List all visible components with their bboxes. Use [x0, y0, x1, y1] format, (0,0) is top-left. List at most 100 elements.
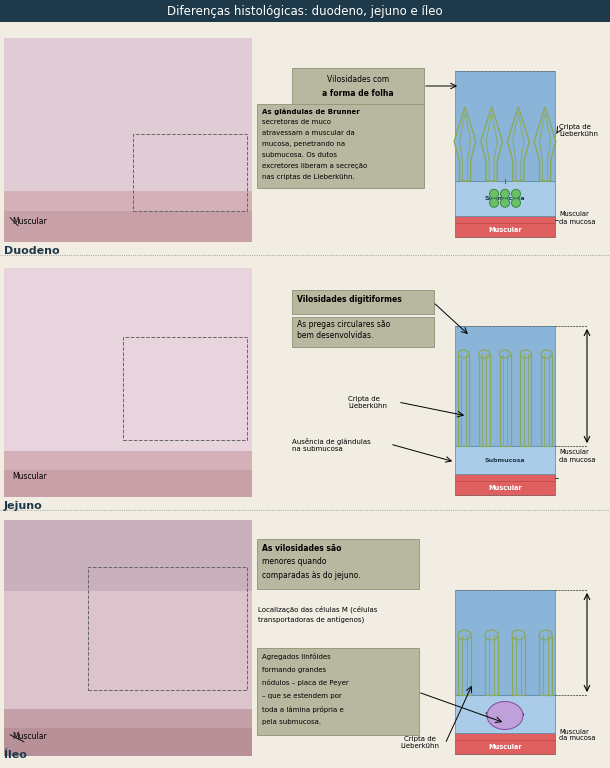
Text: atravessam a muscular da: atravessam a muscular da	[262, 131, 355, 137]
Bar	[539, 635, 552, 695]
Text: transportadoras de antígenos): transportadoras de antígenos)	[258, 617, 364, 624]
Bar	[4, 591, 252, 709]
Text: As pregas circulares são: As pregas circulares são	[297, 320, 390, 329]
Ellipse shape	[520, 350, 531, 358]
FancyBboxPatch shape	[257, 648, 419, 735]
FancyBboxPatch shape	[292, 317, 434, 347]
Text: mucosa, penetrando na: mucosa, penetrando na	[262, 141, 345, 147]
Text: Muscular: Muscular	[488, 744, 522, 750]
Bar	[4, 469, 252, 497]
Bar	[4, 211, 252, 242]
Bar	[4, 38, 252, 191]
Bar	[88, 568, 247, 690]
Text: Ausência de glândulas
na submucosa: Ausência de glândulas na submucosa	[292, 438, 371, 452]
Ellipse shape	[479, 350, 490, 358]
Text: Muscular
da mucosa: Muscular da mucosa	[559, 211, 595, 224]
Text: Cripta de
Lieberkühn: Cripta de Lieberkühn	[401, 736, 439, 749]
Ellipse shape	[539, 630, 552, 640]
Text: As glândulas de Brunner: As glândulas de Brunner	[262, 108, 360, 114]
Text: nódulos – placa de Peyer: nódulos – placa de Peyer	[262, 680, 349, 687]
Bar	[133, 134, 247, 211]
Text: Vilosidades digitiformes: Vilosidades digitiformes	[297, 296, 402, 304]
Bar	[455, 481, 555, 495]
Text: bem desenvolvidas.: bem desenvolvidas.	[297, 332, 373, 340]
Bar	[485, 635, 498, 695]
Polygon shape	[508, 107, 529, 181]
Text: Jejuno: Jejuno	[4, 501, 43, 511]
Text: pela submucosa.: pela submucosa.	[262, 719, 321, 725]
Text: Muscular
da mucosa: Muscular da mucosa	[559, 729, 595, 741]
Text: Muscular: Muscular	[488, 485, 522, 491]
Bar	[520, 354, 531, 446]
Bar	[4, 268, 252, 452]
Bar	[4, 728, 252, 756]
Bar	[455, 326, 555, 446]
Bar	[455, 223, 555, 237]
Bar	[455, 733, 555, 740]
Text: Muscular: Muscular	[12, 472, 47, 481]
Ellipse shape	[458, 630, 471, 640]
Text: Muscular: Muscular	[12, 217, 47, 226]
Circle shape	[500, 189, 509, 198]
FancyBboxPatch shape	[257, 539, 419, 589]
Text: submucosa. Os dutos: submucosa. Os dutos	[262, 152, 337, 158]
Bar	[455, 446, 555, 474]
Text: nas criptas de Lieberkühn.: nas criptas de Lieberkühn.	[262, 174, 355, 180]
Polygon shape	[534, 107, 556, 181]
Bar	[512, 635, 525, 695]
Text: – que se estendem por: – que se estendem por	[262, 693, 342, 699]
Ellipse shape	[487, 701, 523, 730]
Bar	[455, 590, 555, 695]
Text: Submucosa: Submucosa	[485, 458, 525, 462]
Bar	[4, 38, 252, 242]
Bar	[455, 216, 555, 223]
Circle shape	[500, 198, 509, 207]
Bar	[455, 740, 555, 754]
Circle shape	[512, 189, 520, 198]
Bar	[4, 191, 252, 211]
Bar	[4, 709, 252, 728]
Ellipse shape	[500, 350, 511, 358]
Text: Submucosa: Submucosa	[485, 196, 525, 201]
Bar	[458, 354, 469, 446]
Polygon shape	[481, 107, 503, 181]
Bar	[4, 520, 252, 756]
Text: Cripta de
Lieberkühn: Cripta de Lieberkühn	[348, 396, 387, 409]
Text: secretoras de muco: secretoras de muco	[262, 120, 331, 125]
Bar	[479, 354, 490, 446]
Text: comparadas às do jejuno.: comparadas às do jejuno.	[262, 571, 361, 580]
Circle shape	[512, 198, 520, 207]
Bar	[4, 520, 252, 591]
Ellipse shape	[485, 630, 498, 640]
Bar	[458, 635, 471, 695]
FancyBboxPatch shape	[292, 290, 434, 314]
Text: Íleo: Íleo	[4, 750, 27, 760]
Text: Vilosidades com: Vilosidades com	[327, 75, 389, 84]
Circle shape	[489, 198, 498, 207]
FancyBboxPatch shape	[257, 104, 424, 188]
Text: Muscular: Muscular	[488, 227, 522, 233]
Text: toda a lâmina própria e: toda a lâmina própria e	[262, 706, 344, 713]
Bar	[123, 336, 247, 440]
Bar	[4, 268, 252, 497]
Bar	[455, 181, 555, 216]
Bar	[0, 0, 610, 22]
Bar	[455, 71, 555, 181]
Ellipse shape	[512, 630, 525, 640]
Text: Localização das células M (células: Localização das células M (células	[258, 605, 378, 613]
Circle shape	[489, 189, 498, 198]
Text: Muscular
da mucosa: Muscular da mucosa	[559, 449, 595, 462]
Bar	[455, 695, 555, 733]
Bar	[455, 474, 555, 481]
Bar	[500, 354, 511, 446]
FancyBboxPatch shape	[292, 68, 424, 104]
Text: Diferenças histológicas: duodeno, jejuno e íleo: Diferenças histológicas: duodeno, jejuno…	[167, 5, 443, 18]
Ellipse shape	[458, 350, 469, 358]
Text: As vilosidades são: As vilosidades são	[262, 544, 342, 553]
Text: formando grandes: formando grandes	[262, 667, 326, 673]
Bar	[541, 354, 552, 446]
Polygon shape	[454, 107, 476, 181]
Text: excretores liberam a secreção: excretores liberam a secreção	[262, 164, 367, 169]
Ellipse shape	[541, 350, 552, 358]
Text: menores quando: menores quando	[262, 558, 326, 567]
